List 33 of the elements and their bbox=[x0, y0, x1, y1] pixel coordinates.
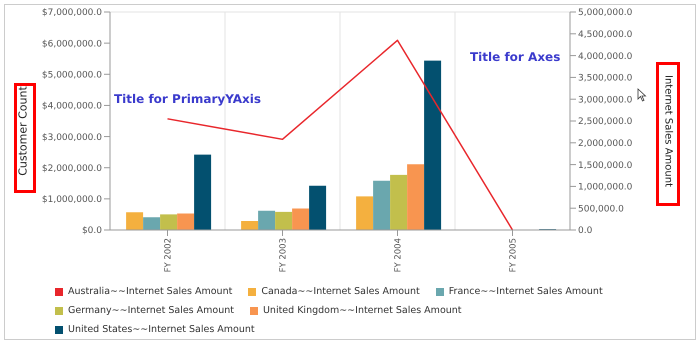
y-axis-title: Customer Count bbox=[16, 86, 30, 176]
y2-tick-label: 2,500,000.0 bbox=[578, 117, 633, 128]
y2-tick-label: 500,000.0 bbox=[578, 204, 624, 214]
y-tick-label: $7,000,000.0 bbox=[42, 8, 102, 18]
y2-tick-label: 3,000,000.0 bbox=[578, 95, 633, 106]
legend-label: Australia~~Internet Sales Amount bbox=[68, 286, 232, 297]
y2-tick-label: 4,500,000.0 bbox=[578, 30, 633, 40]
y-tick-label: $4,000,000.0 bbox=[42, 102, 102, 112]
y2-tick-label: 1,000,000.0 bbox=[578, 182, 633, 193]
y-tick-label: $5,000,000.0 bbox=[42, 70, 102, 80]
legend-label: Canada~~Internet Sales Amount bbox=[261, 286, 420, 297]
y2-axis-title: Internet Sales Amount bbox=[662, 75, 674, 187]
annotation: Title for PrimaryYAxis bbox=[114, 92, 262, 106]
x-tick-label: FY 2002 bbox=[164, 238, 174, 272]
y-tick-label: $2,000,000.0 bbox=[42, 164, 102, 174]
y2-tick-label: 2,000,000.0 bbox=[578, 138, 633, 149]
x-tick-label: FY 2005 bbox=[508, 238, 519, 272]
y2-tick-label: 1,500,000.0 bbox=[578, 160, 633, 171]
y2-tick-label: 5,000,000.0 bbox=[578, 8, 633, 18]
y-tick-label: $6,000,000.0 bbox=[42, 39, 102, 50]
y-tick-label: $1,000,000.0 bbox=[42, 195, 102, 206]
x-tick-label: FY 2004 bbox=[394, 238, 404, 272]
x-tick-label: FY 2003 bbox=[278, 238, 289, 272]
legend-label: United States~~Internet Sales Amount bbox=[68, 324, 255, 335]
legend-label: United Kingdom~~Internet Sales Amount bbox=[262, 305, 462, 316]
y2-tick-label: 4,000,000.0 bbox=[578, 52, 633, 62]
legend-label: Germany~~Internet Sales Amount bbox=[68, 305, 234, 316]
y2-tick-label: 0.0 bbox=[578, 226, 593, 236]
y2-tick-label: 3,500,000.0 bbox=[578, 74, 633, 84]
y-tick-label: $0.0 bbox=[82, 226, 102, 236]
legend-label: France~~Internet Sales Amount bbox=[448, 286, 603, 297]
annotation: Title for Axes bbox=[470, 50, 560, 64]
y-tick-label: $3,000,000.0 bbox=[42, 132, 102, 143]
